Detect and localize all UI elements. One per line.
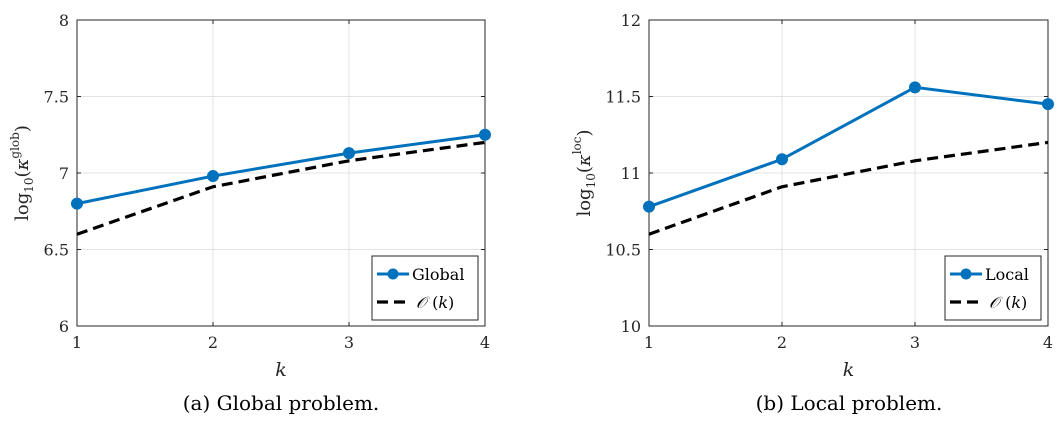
y-axis-label: log10(κloc) [570,129,598,216]
y-tick-label: 10 [621,317,641,336]
legend-marker-1 [960,268,972,280]
y-label-superscript: loc [570,136,584,154]
figure-caption: (a) Global problem. [183,391,380,415]
legend-label-2-close: ) [448,293,454,312]
legend-label-2-open: ( [1005,293,1011,312]
x-tick-label: 1 [644,333,654,352]
y-label-superscript: glob [8,132,22,159]
y-tick-label: 6 [59,317,69,336]
y-tick-label: 10.5 [605,241,641,260]
x-axis-label: k [275,359,287,381]
legend: Global 𝒪 (k) [371,255,479,321]
legend-label-1: Global [412,265,464,284]
series-line-1 [648,85,1049,209]
data-point [343,147,355,160]
legend-label-2-var: k [1011,293,1021,312]
series-line-1 [76,133,486,206]
data-point [479,128,491,141]
y-tick-label: 7 [59,164,69,183]
data-point [776,153,788,166]
x-axis-label: k [843,359,855,381]
axes-box [76,19,486,327]
y-label-subscript: 10 [584,173,598,188]
data-point [207,170,219,183]
data-point [71,197,83,210]
y-label-base: log [12,193,33,221]
data-point [1042,98,1054,111]
data-point [643,200,655,213]
legend-label-2-open: ( [432,293,438,312]
x-tick-label: 3 [344,333,354,352]
y-label-symbol: κ [574,154,595,167]
y-tick-label: 8 [59,11,69,30]
y-label-subscript: 10 [22,177,36,192]
y-label-close-paren: ) [12,125,33,132]
legend-marker-1 [387,268,399,280]
legend-box [371,255,479,321]
x-tick-label: 3 [910,333,920,352]
legend-box [944,255,1042,321]
y-label-close-paren: ) [574,129,595,136]
data-point [909,81,921,94]
x-tick-label: 2 [208,333,218,352]
x-tick-label: 4 [480,333,490,352]
y-tick-label: 12 [621,11,641,30]
x-tick-label: 2 [777,333,787,352]
series-line-2 [648,140,1049,236]
y-label-open-paren: ( [574,166,595,173]
legend-label-2-var: k [438,293,448,312]
legend-label-2: 𝒪 (k) [989,293,1027,312]
y-axis-label: log10(κglob) [8,125,36,221]
x-tick-label: 4 [1043,333,1053,352]
y-tick-label: 11 [621,164,641,183]
legend-label-1: Local [985,265,1029,284]
y-label-open-paren: ( [12,170,33,177]
legend-label-2-close: ) [1021,293,1027,312]
y-tick-label: 7.5 [44,88,69,107]
y-tick-label: 11.5 [605,88,641,107]
legend: Local 𝒪 (k) [944,255,1042,321]
series-line-2 [76,140,486,236]
x-tick-label: 1 [72,333,82,352]
legend-label-2: 𝒪 (k) [416,293,454,312]
y-tick-label: 6.5 [44,241,69,260]
y-label-base: log [574,188,595,216]
axes-box [648,19,1049,327]
y-label-symbol: κ [12,158,33,171]
figure-caption: (b) Local problem. [756,391,943,415]
